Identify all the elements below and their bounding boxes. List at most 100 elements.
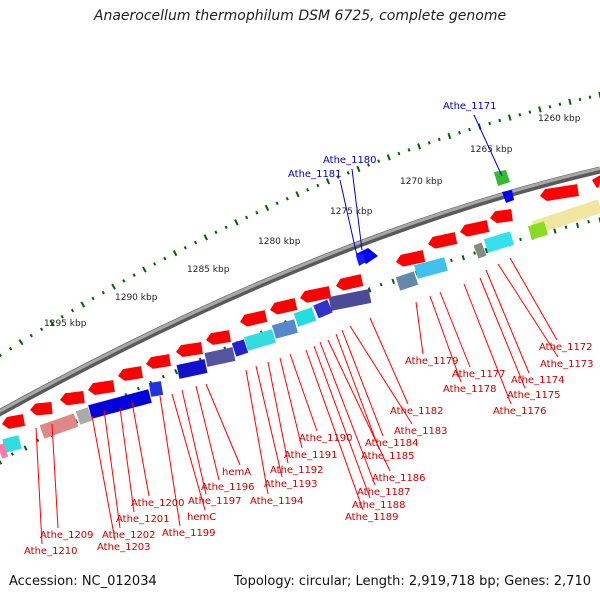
gene-label: Athe_1175 [507, 390, 561, 401]
gene-arrow-shape [88, 380, 115, 396]
gene-arrow [176, 342, 203, 358]
gene-arrow [336, 274, 364, 291]
scale-tick [183, 246, 187, 250]
gene-label: Athe_1199 [162, 528, 216, 539]
cog-block [2, 435, 22, 453]
scale-tick [60, 314, 64, 319]
gene-label: Athe_1173 [540, 359, 594, 370]
gene-pointer-line [35, 427, 43, 545]
scale-tick [518, 113, 522, 117]
gene-arrow [30, 402, 53, 416]
gene-arrow-shape [428, 232, 458, 249]
scale-tick [153, 262, 157, 266]
gene-label: hemC [187, 512, 216, 523]
gene-pointer-line [473, 114, 503, 177]
gene-label: Athe_1193 [264, 479, 318, 490]
scale-tick [507, 114, 512, 121]
scale-tick [136, 386, 140, 391]
gene-label: Athe_1171 [443, 101, 497, 112]
scale-tick [391, 278, 395, 285]
cog-block [148, 381, 164, 397]
scale-tick [575, 222, 580, 229]
gene-label: Athe_1179 [405, 356, 459, 367]
gene-pointer-line [171, 393, 206, 511]
gene-label: Athe_1187 [357, 487, 411, 498]
scale-tick [325, 178, 331, 185]
scale-tick [468, 127, 471, 132]
cog-block [473, 242, 487, 259]
kbp-tick-label: 1270 kbp [400, 177, 443, 187]
gene-arrow-shape [460, 220, 490, 237]
gene-arrow-shape [336, 274, 364, 291]
gene-pointer-line [369, 317, 409, 405]
gene-arrow [428, 232, 458, 249]
gene-arrow [2, 414, 26, 429]
scale-tick [101, 290, 105, 295]
scale-tick [285, 196, 289, 201]
forward-gene-labels: Athe_1171 Athe_1180 Athe_1181 [288, 101, 503, 257]
scale-tick [407, 148, 411, 152]
scale-tick [91, 296, 95, 301]
gene-arrow [540, 184, 579, 201]
gene-arrow [240, 310, 268, 327]
gene-pointer-line [327, 339, 391, 472]
scale-tick [0, 353, 2, 358]
scale-tick [70, 308, 75, 313]
gene-label: Athe_1178 [443, 384, 497, 395]
scale-tick [528, 110, 532, 114]
genome-backbone [0, 166, 600, 417]
cog-block [204, 347, 236, 367]
cog-block [39, 413, 79, 439]
cog-block [527, 221, 549, 240]
scale-tick [538, 106, 542, 113]
gene-athe-1180-arrow [356, 248, 378, 264]
kbp-tick-label: 1260 kbp [538, 114, 581, 124]
gene-pointer-line [103, 409, 121, 529]
scale-tick [449, 258, 453, 263]
scale-tick [111, 283, 116, 290]
gene-label: Athe_1176 [493, 406, 547, 417]
gene-pointer-line [279, 357, 303, 449]
scale-tick [174, 368, 179, 375]
gene-athe-1181-arrow [356, 253, 366, 266]
gene-pointer-line [339, 179, 358, 257]
cog-block [395, 271, 419, 291]
genome-summary: Topology: circular; Length: 2,919,718 bp… [233, 574, 591, 589]
scale-tick [598, 91, 600, 99]
gene-pointer-line [91, 415, 116, 541]
scale-tick [437, 137, 441, 142]
kbp-tick-labels: 1260 kbp 1265 kbp 1270 kbp 1275 kbp 1280 kbp… [44, 114, 581, 329]
gene-arrow-shape [540, 184, 579, 201]
gene-pointer-line [509, 257, 558, 341]
scale-tick [122, 279, 126, 283]
scale-tick [23, 445, 28, 451]
gene-arrow-shape [396, 250, 426, 267]
gene-athe-1172-small-arrow [502, 190, 514, 203]
gene-athe-1171-arrow [494, 170, 510, 186]
gene-pointer-line [485, 269, 530, 374]
gene-pointer-line [351, 168, 363, 251]
gene-pointer-line [497, 263, 559, 358]
scale-tick [488, 121, 492, 126]
gene-arrow-shape [30, 402, 53, 416]
gene-label: Athe_1185 [361, 451, 415, 462]
scale-tick [161, 374, 165, 379]
gene-pointer-line [119, 407, 135, 513]
scale-tick [598, 217, 600, 223]
gene-arrow [118, 366, 143, 381]
gene-pointer-line [319, 341, 376, 486]
kbp-tick-label: 1290 kbp [115, 293, 158, 303]
gene-pointer-line [255, 365, 283, 478]
gene-pointer-line [267, 361, 289, 464]
kbp-tick-label: 1280 kbp [258, 237, 301, 247]
scale-tick [473, 251, 476, 255]
scale-tick [377, 159, 381, 163]
gene-arrow-shape [206, 330, 231, 345]
scale-tick [49, 319, 55, 327]
gene-arrow [300, 286, 332, 303]
gene-pointer-line [195, 385, 220, 481]
scale-tick [427, 141, 431, 145]
gene-arrow-shape [300, 286, 332, 303]
gene-pointer-line [341, 329, 384, 437]
gene-arrow-shape [60, 391, 85, 406]
